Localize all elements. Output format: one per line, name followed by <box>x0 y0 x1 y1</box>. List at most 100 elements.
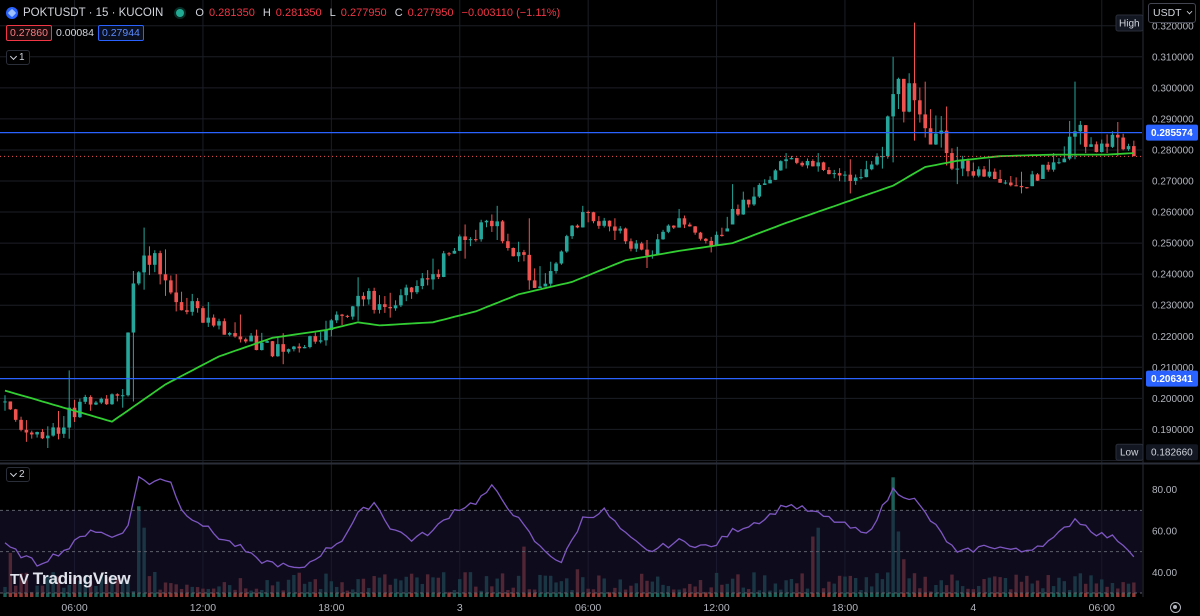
candle-body <box>832 173 837 175</box>
candle-body <box>1099 143 1104 153</box>
candle-body <box>393 305 398 309</box>
candle-body <box>655 239 660 255</box>
candle-body <box>1009 182 1013 186</box>
price-tick-label: 0.290000 <box>1152 114 1194 125</box>
candle <box>992 168 997 180</box>
candle-body <box>201 308 205 323</box>
candle-body <box>126 332 130 396</box>
candle <box>789 155 794 160</box>
lower-line-price-label: 0.206341 <box>1146 370 1198 387</box>
candle <box>998 169 1002 183</box>
candle-body <box>741 199 746 215</box>
candle-body <box>682 218 687 225</box>
candle-body <box>490 220 494 227</box>
candle <box>136 271 141 286</box>
candle <box>591 211 596 224</box>
pane-2-collapse-button[interactable]: 2 <box>6 467 30 482</box>
bid-price-button[interactable]: 0.27860 <box>6 25 52 41</box>
candle-body <box>233 333 237 337</box>
candle-body <box>206 317 211 323</box>
candle <box>345 314 350 318</box>
candle-body <box>415 286 419 293</box>
symbol-legend[interactable]: POKTUSDT · 15 · KUCOIN O 0.281350 H 0.2813… <box>6 5 563 21</box>
low-label: L <box>329 7 336 19</box>
candle <box>832 169 837 179</box>
candle <box>516 241 521 262</box>
candle <box>869 161 874 171</box>
candle <box>762 179 767 186</box>
candle-body <box>671 225 676 228</box>
candle-body <box>474 239 478 241</box>
candle <box>960 155 965 177</box>
candle-body <box>821 162 826 171</box>
pane-1-collapse-button[interactable]: 1 <box>6 50 30 65</box>
candle-body <box>217 321 221 326</box>
candle-body <box>966 160 970 172</box>
candle <box>944 106 949 166</box>
candle <box>35 431 39 438</box>
candle <box>912 22 917 141</box>
candle-body <box>853 177 858 182</box>
candle-body <box>1094 144 1099 153</box>
low-tag-value: 0.182660 <box>1151 448 1193 459</box>
candle <box>120 389 125 408</box>
price-axis[interactable]: 0.320000 0.310000 0.300000 0.290000 0.280000… <box>1152 21 1194 436</box>
volume-bar <box>452 590 457 597</box>
candle-body <box>94 402 98 405</box>
time-axis[interactable]: 06:00 12:00 18:00 3 06:00 12:00 18:00 4 06:00 <box>61 602 1115 614</box>
candle <box>918 87 922 123</box>
candle <box>1110 131 1115 148</box>
candle-body <box>543 283 548 287</box>
candle <box>281 333 285 365</box>
candle-body <box>805 160 810 166</box>
candle <box>730 184 735 225</box>
candle <box>340 313 344 325</box>
candle-body <box>639 243 644 250</box>
moving-average-line <box>4 152 1134 423</box>
candle <box>853 174 858 185</box>
price-tick-label: 0.240000 <box>1152 270 1194 281</box>
candle <box>725 216 730 232</box>
candle <box>463 224 467 259</box>
candle <box>907 73 911 113</box>
candle-body <box>778 161 783 171</box>
candle <box>318 332 323 344</box>
candle-body <box>522 252 526 255</box>
candle-body <box>666 225 671 232</box>
currency-dropdown[interactable]: USDT <box>1148 3 1196 23</box>
market-status-icon[interactable] <box>176 9 185 17</box>
ask-price-button[interactable]: 0.27944 <box>97 25 144 41</box>
candle <box>623 227 628 245</box>
candle <box>292 345 296 352</box>
candle <box>334 311 339 324</box>
candle-body <box>1078 124 1083 132</box>
candle <box>56 411 61 440</box>
candle <box>570 225 574 239</box>
candle <box>495 205 499 240</box>
candle-body <box>120 395 125 397</box>
tradingview-logo[interactable]: TV TradingView <box>10 569 131 589</box>
rsi-tick-label: 60.00 <box>1152 527 1177 538</box>
candle <box>800 161 804 167</box>
volume-bar <box>351 589 355 597</box>
candle <box>147 246 152 276</box>
candle-body <box>340 314 344 316</box>
candle-body <box>383 304 387 307</box>
settings-icon[interactable] <box>1170 602 1181 613</box>
candle <box>1051 153 1056 172</box>
symbol-title[interactable]: POKTUSDT · 15 · KUCOIN <box>23 7 164 19</box>
candle <box>1126 143 1131 151</box>
candle <box>313 332 318 344</box>
candle <box>768 176 772 184</box>
volume-bar <box>704 591 708 597</box>
candle-body <box>88 396 93 405</box>
price-tick-label: 0.210000 <box>1152 363 1194 374</box>
candle <box>1083 125 1088 154</box>
candle-body <box>479 222 483 240</box>
candle-body <box>736 208 740 215</box>
candle <box>602 217 606 228</box>
candle-body <box>356 295 360 307</box>
rsi-axis[interactable]: 80.00 60.00 40.00 <box>1152 485 1177 579</box>
candle <box>795 157 799 165</box>
